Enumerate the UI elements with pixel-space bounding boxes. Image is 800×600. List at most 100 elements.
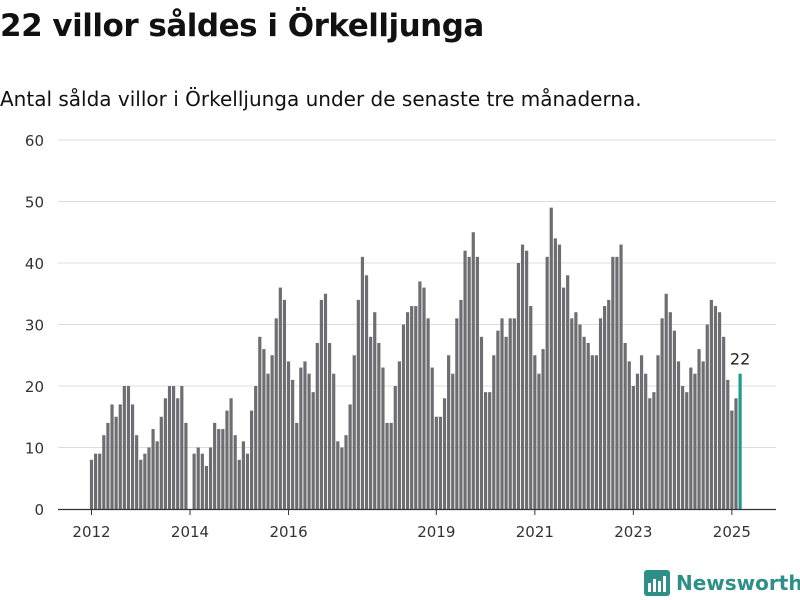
bar (697, 349, 701, 509)
bar (213, 422, 217, 509)
bar (566, 275, 570, 509)
bar (172, 386, 176, 509)
y-tick-label: 30 (25, 317, 44, 335)
bar (492, 355, 496, 509)
bar (586, 342, 590, 509)
bar (442, 398, 447, 509)
bar (196, 447, 200, 509)
bar (426, 318, 430, 509)
y-tick-label: 10 (25, 440, 44, 458)
bar (192, 453, 196, 509)
bar (627, 361, 631, 509)
bar (639, 355, 644, 509)
bar (122, 386, 126, 509)
bar (471, 232, 475, 509)
y-tick-label: 50 (25, 194, 44, 212)
newsworthy-logo-icon (644, 570, 670, 596)
bar (155, 441, 159, 509)
bar (455, 318, 459, 509)
bar (225, 410, 229, 509)
bar (525, 250, 529, 509)
bar (479, 336, 484, 509)
bar (689, 367, 693, 509)
bar (291, 379, 295, 509)
bar (635, 373, 640, 509)
bar (147, 447, 151, 509)
brand-logo: Newsworthy (644, 570, 800, 596)
bar (447, 355, 451, 509)
bar (529, 306, 533, 509)
bar (323, 293, 328, 509)
bar (594, 355, 599, 509)
bar (200, 453, 204, 509)
bar (717, 312, 722, 509)
bar (369, 336, 373, 509)
bar (582, 336, 586, 509)
bar (135, 435, 139, 509)
bar (705, 324, 709, 509)
bar (397, 361, 401, 509)
bar (463, 250, 467, 509)
bar (685, 392, 689, 509)
bar (245, 453, 250, 509)
bar (512, 318, 516, 509)
x-tick-label: 2016 (269, 523, 307, 541)
bar (385, 422, 389, 509)
bar (258, 336, 262, 509)
bar (118, 404, 122, 509)
bar (274, 318, 278, 509)
bar (623, 342, 627, 509)
y-tick-label: 60 (25, 132, 44, 150)
x-tick-label: 2025 (713, 523, 751, 541)
bar (130, 404, 135, 509)
bar (537, 373, 541, 509)
bar (644, 373, 648, 509)
bar (434, 416, 438, 509)
bar (151, 429, 155, 509)
bar (734, 398, 738, 509)
bar (631, 386, 635, 509)
bar (319, 299, 323, 509)
bar (672, 330, 677, 509)
bar (167, 386, 172, 509)
bar (262, 349, 266, 509)
bar (344, 435, 348, 509)
bar (94, 453, 98, 509)
bar (668, 312, 672, 509)
bar (500, 318, 504, 509)
bar (217, 429, 221, 509)
bar (126, 386, 131, 509)
x-tick-label: 2023 (614, 523, 652, 541)
bar (693, 373, 697, 509)
bar (520, 244, 525, 510)
bar (204, 465, 209, 509)
bar (336, 441, 340, 509)
bar (533, 355, 537, 509)
bar (278, 287, 282, 509)
bar (681, 386, 685, 509)
bar (110, 404, 114, 509)
bar (508, 318, 512, 509)
bar (467, 256, 471, 509)
page-subtitle: Antal sålda villor i Örkelljunga under d… (0, 87, 642, 111)
x-tick-label: 2019 (417, 523, 455, 541)
bar (340, 447, 344, 509)
bar (364, 275, 369, 509)
x-tick-label: 2021 (516, 523, 554, 541)
bar (282, 299, 287, 509)
highlight-bar (738, 373, 742, 509)
y-tick-label: 0 (34, 501, 44, 519)
bar (410, 306, 414, 509)
bar (143, 453, 147, 509)
bar (221, 429, 225, 509)
bar (184, 422, 188, 509)
bar (590, 355, 594, 509)
bar (648, 398, 652, 509)
bar (250, 410, 254, 509)
bar (545, 256, 549, 509)
bar (98, 453, 102, 509)
bar (254, 386, 258, 509)
bar (557, 244, 562, 510)
bar (295, 422, 299, 509)
bar (615, 256, 619, 509)
